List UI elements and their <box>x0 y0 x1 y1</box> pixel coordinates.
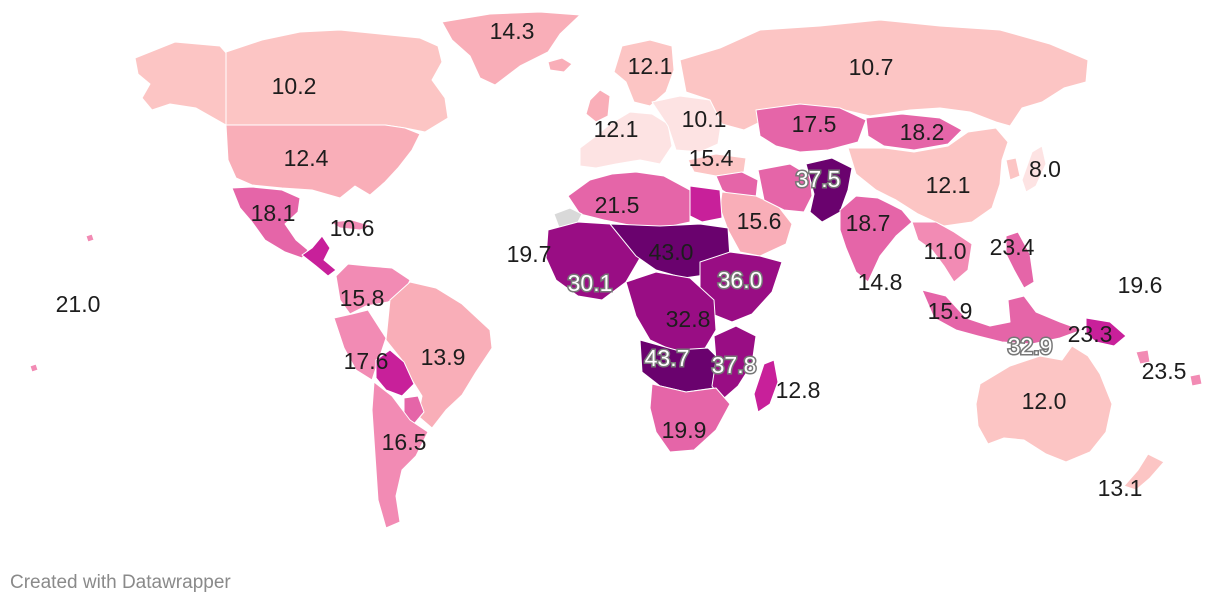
region-korea[interactable] <box>1005 157 1021 181</box>
region-philippines[interactable] <box>1005 231 1035 289</box>
region-value-label: 15.4 <box>689 145 734 171</box>
region-value-label: 23.4 <box>990 234 1035 260</box>
region-value-label: 19.6 <box>1118 272 1163 298</box>
region-canada[interactable] <box>225 29 449 133</box>
region-value-label: 12.8 <box>776 377 821 403</box>
region-egypt[interactable] <box>689 185 723 223</box>
region-madagascar[interactable] <box>753 359 779 413</box>
region-value-label: 12.4 <box>284 145 329 171</box>
region-value-label: 37.8 <box>712 352 757 378</box>
region-value-label: 43.0 <box>649 239 694 265</box>
region-eastern-europe[interactable] <box>651 95 723 153</box>
region-value-label: 8.0 <box>1029 156 1061 182</box>
region-mexico[interactable] <box>231 186 309 259</box>
region-central-america[interactable] <box>301 235 337 277</box>
region-mongolia[interactable] <box>865 113 963 151</box>
region-value-label: 10.6 <box>330 215 375 241</box>
region-value-label: 13.9 <box>421 344 466 370</box>
region-russia[interactable] <box>679 19 1089 131</box>
region-new-zealand[interactable] <box>1123 453 1165 491</box>
region-china[interactable] <box>847 127 1009 227</box>
region-pacific-islands[interactable] <box>29 233 1203 387</box>
region-western-europe[interactable] <box>579 111 673 169</box>
region-value-label: 37.5 <box>796 166 841 192</box>
region-indonesia[interactable] <box>921 289 1083 345</box>
region-value-label: 12.1 <box>594 116 639 142</box>
region-value-label: 13.1 <box>1098 475 1143 501</box>
region-southern-africa[interactable] <box>649 383 731 453</box>
region-iceland[interactable] <box>547 57 573 73</box>
region-scandinavia[interactable] <box>613 39 675 107</box>
region-india[interactable] <box>839 195 913 283</box>
region-value-label: 23.3 <box>1068 321 1113 347</box>
region-value-label: 14.8 <box>858 269 903 295</box>
region-value-label: 12.1 <box>926 172 971 198</box>
region-value-label: 21.0 <box>56 291 101 317</box>
region-value-label: 11.0 <box>923 238 966 264</box>
region-value-label: 32.9 <box>1008 333 1053 359</box>
region-usa[interactable] <box>225 124 421 199</box>
region-value-label: 12.1 <box>628 53 673 79</box>
region-uk[interactable] <box>585 89 611 123</box>
region-value-label: 19.9 <box>662 417 707 443</box>
datawrapper-credit[interactable]: Created with Datawrapper <box>10 572 231 593</box>
world-choropleth-map: 14.3 10.2 12.1 10.7 12.1 10.1 17.5 18.2 … <box>29 11 1203 529</box>
land-layer <box>29 11 1203 529</box>
region-value-label: 18.1 <box>251 200 296 226</box>
region-value-label: 32.8 <box>666 306 711 332</box>
region-value-label: 15.9 <box>928 298 973 324</box>
region-value-label: 10.7 <box>849 54 894 80</box>
region-value-label: 43.7 <box>645 345 690 371</box>
region-value-label: 18.2 <box>900 119 945 145</box>
region-value-label: 15.6 <box>737 208 782 234</box>
region-bolivia[interactable] <box>375 349 415 397</box>
region-central-asia[interactable] <box>755 103 867 153</box>
region-peru[interactable] <box>333 309 387 381</box>
region-caribbean[interactable] <box>329 219 373 231</box>
region-png[interactable] <box>1085 317 1127 347</box>
region-japan[interactable] <box>1021 145 1047 193</box>
region-value-label: 10.2 <box>272 73 317 99</box>
region-value-label: 36.0 <box>718 267 763 293</box>
region-value-label: 23.5 <box>1142 358 1187 384</box>
region-value-label: 19.7 <box>507 241 552 267</box>
region-value-label: 12.0 <box>1022 388 1067 414</box>
region-argentina[interactable] <box>371 381 429 529</box>
region-value-label: 14.3 <box>490 18 535 44</box>
region-value-label: 21.5 <box>595 192 640 218</box>
region-value-label: 17.5 <box>792 111 837 137</box>
region-value-label: 10.1 <box>682 106 727 132</box>
region-value-label: 15.8 <box>340 285 385 311</box>
region-southeast-asia[interactable] <box>911 221 973 283</box>
region-central-africa[interactable] <box>625 271 717 353</box>
region-alaska[interactable] <box>134 41 229 126</box>
region-value-label: 18.7 <box>846 210 891 236</box>
region-iran[interactable] <box>757 163 813 213</box>
value-label-layer: 14.3 10.2 12.1 10.7 12.1 10.1 17.5 18.2 … <box>56 18 1187 501</box>
region-value-label: 30.1 <box>568 270 613 296</box>
region-value-label: 17.6 <box>344 348 389 374</box>
region-turkey[interactable] <box>687 153 747 177</box>
region-greenland[interactable] <box>441 11 581 86</box>
region-value-label: 16.5 <box>382 429 427 455</box>
region-australia[interactable] <box>975 345 1113 463</box>
region-mozambique[interactable] <box>711 325 757 401</box>
